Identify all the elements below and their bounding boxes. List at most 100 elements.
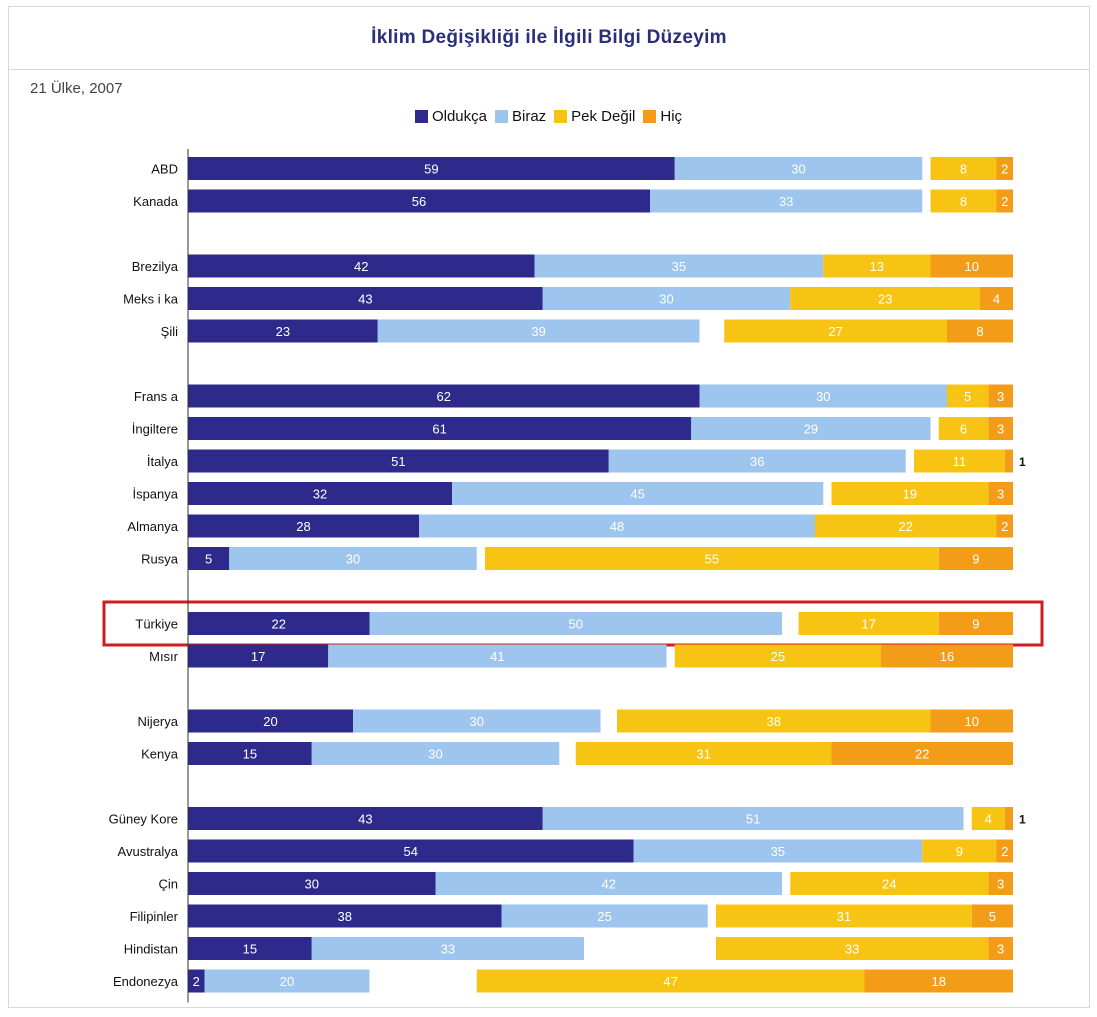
data-label-i̇spanya-pek-degil: 19 xyxy=(903,487,917,502)
data-label-i̇talya-biraz: 36 xyxy=(750,454,764,469)
data-label-i̇ngiltere-pek-degil: 6 xyxy=(960,422,967,437)
data-label-abd-hic: 2 xyxy=(1001,162,1008,177)
bar-kanada-hic xyxy=(996,189,1013,213)
legend-swatch-biraz xyxy=(494,109,508,123)
category-label-fransa: Frans a xyxy=(134,389,179,404)
data-label-rusya-oldukca: 5 xyxy=(205,552,212,567)
bar-nijerya-hic xyxy=(930,709,1013,733)
bar-çin-hic xyxy=(988,872,1013,895)
data-label-brezilya-pek-degil: 13 xyxy=(870,259,884,274)
data-label-meksika-oldukca: 43 xyxy=(358,292,372,307)
data-label-almanya-oldukca: 28 xyxy=(296,519,310,534)
bar-i̇ngiltere-pek-degil xyxy=(938,417,989,440)
bar-fransa-pek-degil xyxy=(947,384,989,408)
data-label-meksika-biraz: 30 xyxy=(659,292,673,307)
bar-şili-biraz xyxy=(377,319,700,343)
data-label-mısır-biraz: 41 xyxy=(490,649,504,664)
category-label-rusya: Rusya xyxy=(141,552,179,567)
bar-meksika-pek-degil xyxy=(790,287,980,310)
bar-nijerya-oldukca xyxy=(188,709,353,733)
data-label-i̇talya-pek-degil: 11 xyxy=(953,454,967,469)
legend-label-pek-degil: Pek Değil xyxy=(571,107,636,125)
bar-kenya-biraz xyxy=(311,742,560,765)
bar-abd-pek-degil xyxy=(930,157,997,180)
bar-brezilya-pek-degil xyxy=(823,254,931,278)
category-label-çin: Çin xyxy=(158,877,178,892)
bar-türkiye-hic xyxy=(938,612,1013,635)
data-label-filipinler-biraz: 25 xyxy=(597,909,611,924)
bar-güney-kore-oldukca xyxy=(188,807,543,830)
bar-güney-kore-biraz xyxy=(542,807,964,830)
data-label-kanada-biraz: 33 xyxy=(779,194,793,209)
legend-item-hic: Hiç xyxy=(643,108,682,125)
bar-i̇spanya-pek-degil xyxy=(831,482,989,505)
bar-almanya-oldukca xyxy=(188,514,419,538)
bar-kanada-biraz xyxy=(650,189,923,213)
bar-türkiye-biraz xyxy=(369,612,782,635)
bar-mısır-pek-degil xyxy=(674,644,881,668)
legend-label-oldukca: Oldukça xyxy=(431,107,487,125)
bar-brezilya-oldukca xyxy=(188,254,535,278)
data-label-filipinler-oldukca: 38 xyxy=(338,909,352,924)
legend-swatch-oldukca xyxy=(414,109,428,123)
data-label-nijerya-hic: 10 xyxy=(965,714,979,729)
data-label-i̇talya-hic: 1 xyxy=(1019,455,1026,469)
bar-i̇talya-pek-degil xyxy=(914,449,1005,473)
bar-çin-biraz xyxy=(435,872,782,895)
data-label-mısır-oldukca: 17 xyxy=(251,649,265,664)
data-label-kanada-pek-degil: 8 xyxy=(960,194,967,209)
data-label-kanada-hic: 2 xyxy=(1001,194,1008,209)
data-label-çin-pek-degil: 24 xyxy=(882,877,896,892)
data-label-brezilya-biraz: 35 xyxy=(672,259,686,274)
category-label-türkiye: Türkiye xyxy=(135,617,178,632)
legend-swatch-pek-degil xyxy=(554,109,568,123)
data-label-güney-kore-oldukca: 43 xyxy=(358,812,372,827)
legend-item-oldukca: Oldukça xyxy=(414,107,487,125)
category-label-şili: Şili xyxy=(161,324,178,339)
bar-abd-biraz xyxy=(674,157,923,180)
data-label-endonezya-hic: 18 xyxy=(932,974,946,989)
bar-i̇talya-biraz xyxy=(608,449,906,473)
data-label-türkiye-hic: 9 xyxy=(972,617,979,632)
chart-legend: Oldukça Biraz Pek Değil Hiç xyxy=(0,104,1097,128)
bar-kenya-hic xyxy=(831,742,1013,765)
data-label-i̇ngiltere-oldukca: 61 xyxy=(432,422,446,437)
bar-meksika-oldukca xyxy=(188,287,543,310)
chart-title: İklim Değişikliği ile İlgili Bilgi Düzey… xyxy=(371,26,727,48)
bar-endonezya-pek-degil xyxy=(476,969,865,993)
data-label-güney-kore-biraz: 51 xyxy=(746,812,760,827)
category-label-i̇spanya: İspanya xyxy=(132,487,178,502)
category-label-brezilya: Brezilya xyxy=(132,259,179,274)
data-label-endonezya-pek-degil: 47 xyxy=(663,974,677,989)
bar-i̇spanya-oldukca xyxy=(188,482,452,505)
bar-rusya-biraz xyxy=(229,547,477,570)
category-label-avustralya: Avustralya xyxy=(118,844,179,859)
data-label-nijerya-biraz: 30 xyxy=(470,714,484,729)
bar-endonezya-biraz xyxy=(204,969,370,993)
data-label-fransa-biraz: 30 xyxy=(816,389,830,404)
bar-şili-oldukca xyxy=(188,319,378,343)
bar-filipinler-oldukca xyxy=(188,904,502,928)
data-label-avustralya-pek-degil: 9 xyxy=(956,844,963,859)
bar-fransa-hic xyxy=(988,384,1013,408)
data-label-abd-pek-degil: 8 xyxy=(960,162,967,177)
data-label-hindistan-biraz: 33 xyxy=(441,942,455,957)
data-label-kenya-hic: 22 xyxy=(915,747,929,762)
data-label-brezilya-oldukca: 42 xyxy=(354,259,368,274)
category-label-kanada: Kanada xyxy=(133,194,179,209)
data-label-şili-oldukca: 23 xyxy=(276,324,290,339)
bar-kenya-oldukca xyxy=(188,742,312,765)
data-label-avustralya-oldukca: 54 xyxy=(404,844,418,859)
data-label-meksika-pek-degil: 23 xyxy=(878,292,892,307)
bar-güney-kore-hic xyxy=(1004,807,1013,830)
data-label-rusya-biraz: 30 xyxy=(346,552,360,567)
data-label-kenya-oldukca: 15 xyxy=(243,747,257,762)
bar-mısır-biraz xyxy=(328,644,667,668)
bar-filipinler-hic xyxy=(971,904,1013,928)
data-label-güney-kore-pek-degil: 4 xyxy=(985,812,992,827)
bar-kanada-pek-degil xyxy=(930,189,997,213)
category-label-endonezya: Endonezya xyxy=(113,974,179,989)
data-label-çin-oldukca: 30 xyxy=(305,877,319,892)
bar-hindistan-pek-degil xyxy=(716,937,989,960)
bar-meksika-biraz xyxy=(542,287,791,310)
